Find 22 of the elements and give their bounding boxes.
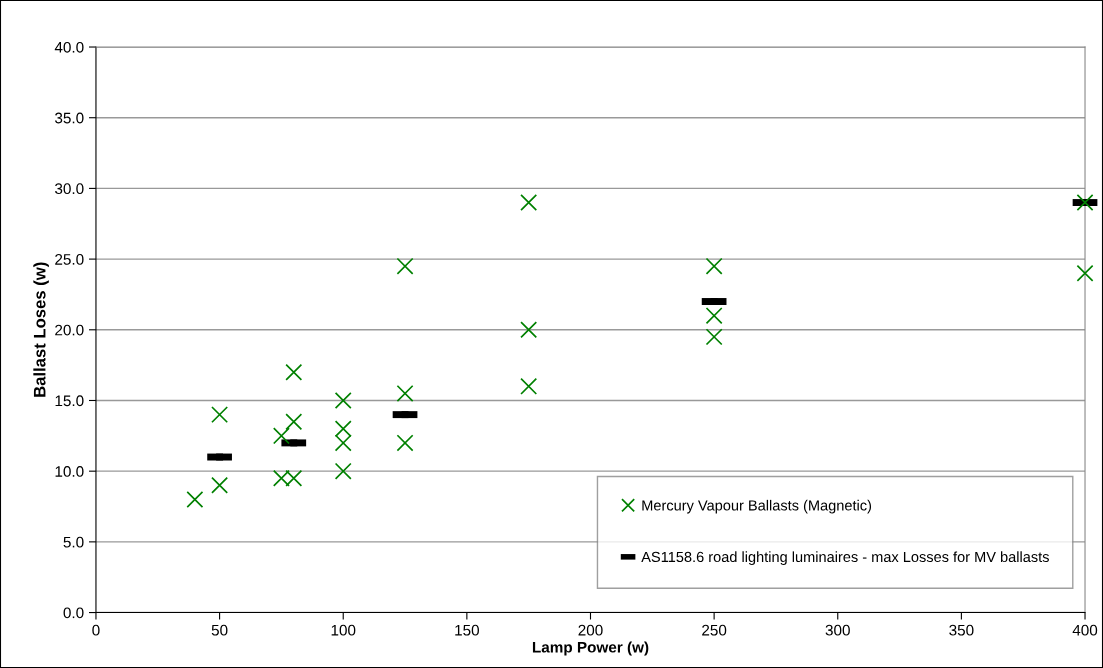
y-tick-label: 40.0 [54, 41, 84, 53]
x-tick-label: 100 [331, 624, 356, 636]
x-axis-title: Lamp Power (w) [532, 641, 649, 656]
y-tick-label: 20.0 [55, 324, 84, 336]
x-tick-label: 350 [949, 624, 974, 636]
x-tick-label: 300 [825, 624, 850, 636]
y-tick-label: 15.0 [55, 395, 84, 407]
legend-label: AS1158.6 road lighting luminaires - max Losses for MV ballasts [641, 551, 1049, 565]
x-tick-label: 150 [455, 624, 480, 636]
y-axis-title: Ballast Loses (w) [33, 262, 49, 397]
x-tick-label: 200 [578, 624, 603, 636]
x-tick-label: 0 [92, 624, 100, 636]
x-tick-label: 50 [211, 624, 228, 636]
y-tick-label: 0.0 [63, 607, 84, 619]
x-tick-label: 250 [702, 624, 727, 636]
y-tick-label: 35.0 [55, 112, 84, 124]
y-tick-label: 10.0 [55, 466, 84, 477]
y-tick-label: 25.0 [55, 253, 84, 265]
y-tick-label: 5.0 [63, 536, 84, 548]
legend-label: Mercury Vapour Ballasts (Magnetic) [642, 499, 872, 514]
x-tick-label: 400 [1072, 624, 1098, 636]
y-tick-label: 30.0 [55, 183, 84, 195]
